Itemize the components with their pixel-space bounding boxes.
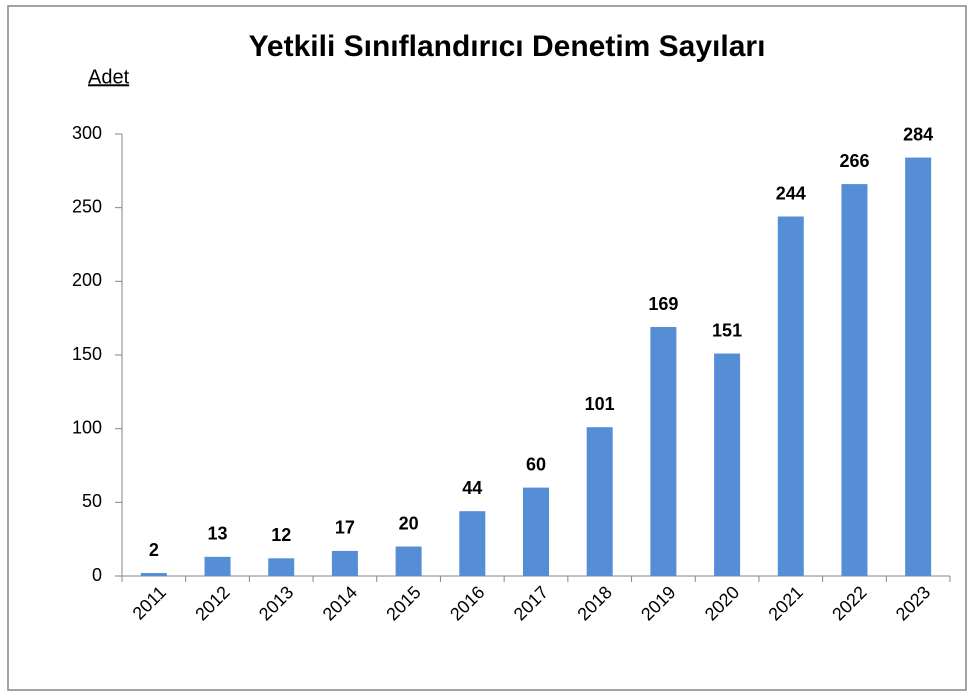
data-label: 2 bbox=[149, 540, 159, 560]
y-tick-label: 50 bbox=[82, 491, 102, 511]
data-label: 169 bbox=[648, 294, 678, 314]
data-label: 101 bbox=[585, 394, 615, 414]
y-tick-label: 150 bbox=[72, 344, 102, 364]
bar bbox=[395, 546, 422, 576]
bar bbox=[714, 353, 741, 576]
y-tick-label: 250 bbox=[72, 196, 102, 216]
data-label: 244 bbox=[776, 183, 806, 203]
data-label: 17 bbox=[335, 518, 355, 538]
data-label: 284 bbox=[903, 124, 933, 144]
chart-title: Yetkili Sınıflandırıcı Denetim Sayıları bbox=[249, 30, 766, 63]
y-tick-label: 200 bbox=[72, 270, 102, 290]
bar bbox=[650, 327, 677, 576]
bar bbox=[586, 427, 613, 576]
data-label: 12 bbox=[271, 525, 291, 545]
data-label: 13 bbox=[208, 524, 228, 544]
data-label: 60 bbox=[526, 454, 546, 474]
bar bbox=[523, 487, 549, 576]
y-axis-label: Adet bbox=[88, 66, 130, 88]
bar bbox=[204, 556, 231, 576]
bar bbox=[140, 573, 167, 576]
y-tick-label: 300 bbox=[72, 123, 102, 143]
data-label: 44 bbox=[462, 478, 482, 498]
bar bbox=[841, 184, 868, 577]
bar bbox=[905, 157, 932, 576]
data-label: 151 bbox=[712, 320, 742, 340]
y-tick-label: 0 bbox=[92, 565, 102, 585]
bar bbox=[268, 558, 295, 576]
bar bbox=[459, 511, 486, 576]
data-label: 20 bbox=[399, 513, 419, 533]
bar bbox=[331, 550, 358, 576]
y-tick-label: 100 bbox=[72, 417, 102, 437]
bar bbox=[777, 216, 804, 577]
data-label: 266 bbox=[839, 151, 869, 171]
